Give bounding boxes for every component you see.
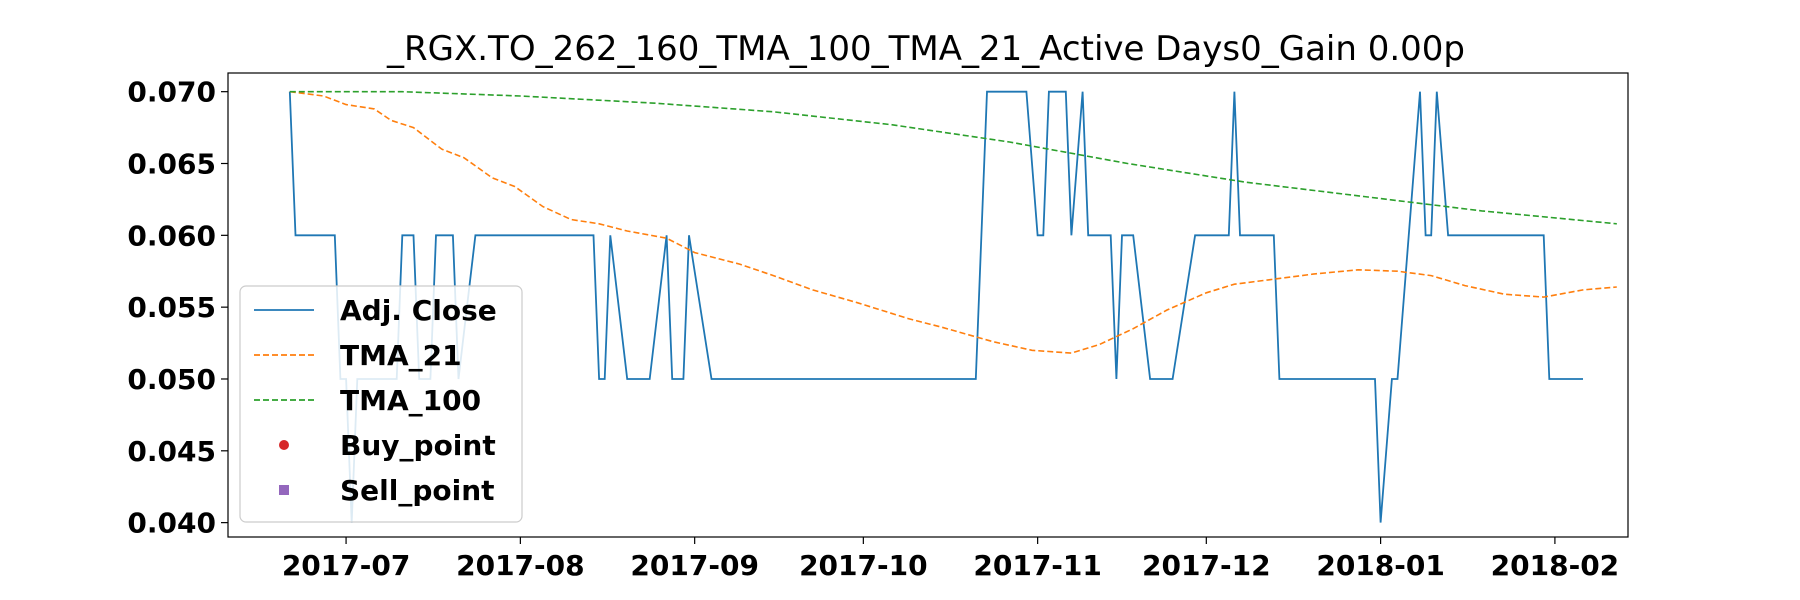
x-tick-label: 2017-11 (973, 549, 1102, 582)
y-tick-label: 0.050 (127, 363, 216, 396)
legend-label-adj-close: Adj. Close (340, 294, 497, 327)
legend-marker-buy-point (279, 440, 289, 450)
legend: Adj. Close TMA_21 TMA_100 Buy_point Sell_poi… (239, 285, 523, 523)
x-tick-label: 2018-01 (1316, 549, 1445, 582)
plot-frame (227, 72, 1629, 538)
legend-marker-sell-point (279, 485, 289, 495)
x-axis: 2017-07 2017-08 2017-09 2017-10 2017-11 2017-… (282, 537, 1619, 582)
y-tick-label: 0.060 (127, 219, 216, 252)
y-tick-label: 0.045 (127, 435, 216, 468)
legend-label-tma-100: TMA_100 (340, 384, 481, 417)
y-tick-label: 0.070 (127, 76, 216, 109)
x-tick-label: 2017-10 (799, 549, 928, 582)
x-tick-label: 2018-02 (1491, 549, 1620, 582)
legend-label-tma-21: TMA_21 (340, 339, 462, 372)
legend-label-buy-point: Buy_point (340, 429, 496, 462)
legend-box (239, 285, 523, 523)
x-tick-label: 2017-07 (282, 549, 411, 582)
y-tick-label: 0.065 (127, 148, 216, 181)
y-tick-label: 0.055 (127, 291, 216, 324)
chart-title: _RGX.TO_262_160_TMA_100_TMA_21_Active Da… (386, 29, 1465, 69)
x-tick-label: 2017-09 (630, 549, 759, 582)
x-tick-label: 2017-12 (1142, 549, 1271, 582)
legend-label-sell-point: Sell_point (340, 474, 495, 507)
y-axis: 0.040 0.045 0.050 0.055 0.060 0.065 0.070 (127, 76, 228, 540)
series-line-tma-21 (289, 90, 1617, 354)
y-tick-label: 0.040 (127, 507, 216, 540)
series-line-tma-100 (289, 90, 1617, 225)
x-tick-label: 2017-08 (456, 549, 585, 582)
